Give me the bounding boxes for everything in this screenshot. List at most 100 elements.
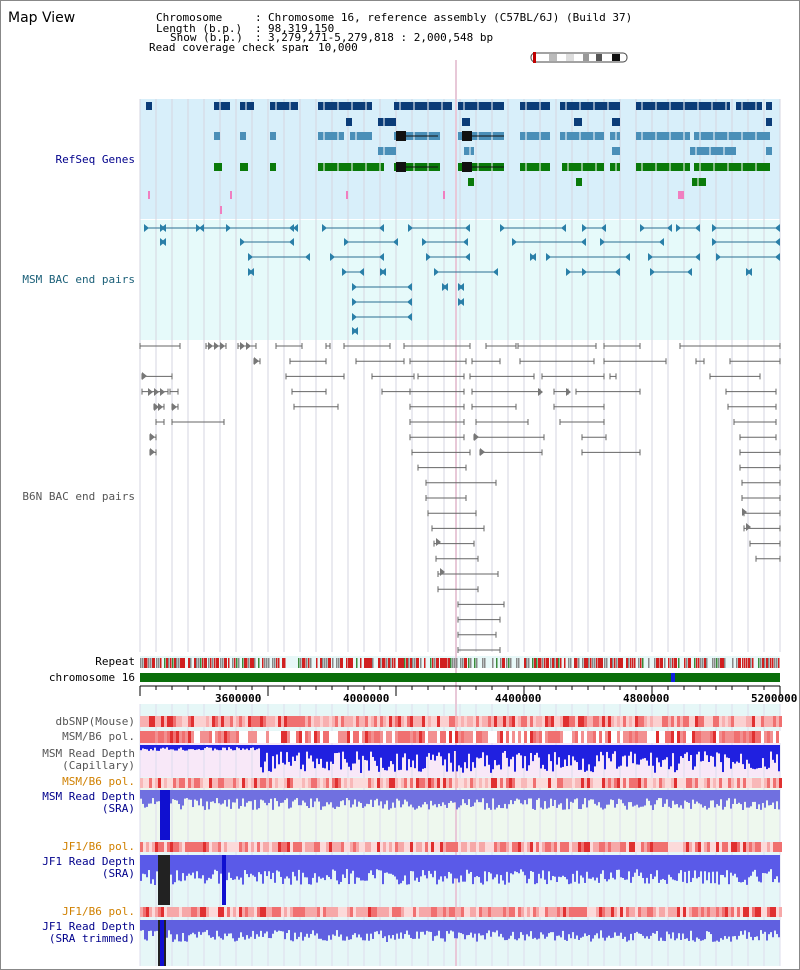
feature-arrow — [581, 238, 586, 246]
feature-arrow — [352, 298, 357, 306]
gene-feature — [350, 132, 372, 140]
info-length-value: 98,319,150 — [268, 22, 335, 35]
info-length-key: Length (b.p.) — [156, 22, 243, 35]
track-label-msm-read-depth-sra[interactable]: MSM Read Depth — [42, 790, 135, 803]
feature-arrow — [600, 238, 605, 246]
feature-arrow — [546, 253, 551, 261]
track-label-jf1-read-depth-trimmed[interactable]: JF1 Read Depth — [42, 920, 135, 933]
gene-feature — [636, 163, 690, 171]
feature-arrow — [640, 224, 645, 232]
chromosome-highlight — [671, 673, 675, 682]
feature-arrow — [440, 568, 445, 576]
gene-feature — [462, 162, 472, 172]
feature-arrow — [712, 238, 717, 246]
feature-arrow — [379, 253, 384, 261]
feature-arrow — [601, 224, 606, 232]
info-chromosome-key: Chromosome — [156, 11, 223, 24]
feature-arrow — [443, 283, 448, 291]
gene-feature — [636, 102, 730, 110]
feature-arrow — [465, 253, 470, 261]
msm-bac-end-pairs-track[interactable] — [144, 224, 780, 335]
gene-feature — [214, 163, 222, 171]
feature-arrow — [142, 372, 147, 380]
gene-feature — [270, 163, 276, 171]
track-label-b6n-bac[interactable]: B6N BAC end pairs — [22, 490, 135, 503]
feature-arrow — [214, 342, 219, 350]
feature-arrow — [667, 224, 672, 232]
gene-feature — [560, 102, 620, 110]
track-label-capillary-suffix: (Capillary) — [62, 759, 135, 772]
track-label-msm-b6-pol-2[interactable]: MSM/B6 pol. — [62, 775, 135, 788]
feature-arrow — [144, 224, 149, 232]
feature-arrow — [500, 224, 505, 232]
polymorphism-depth-tracks[interactable] — [140, 716, 782, 966]
refseq-genes-track[interactable] — [146, 102, 772, 214]
axis-tick-label: 5200000 — [751, 692, 798, 705]
feature-arrow — [322, 224, 327, 232]
feature-arrow — [712, 224, 717, 232]
track-label-dbsnp[interactable]: dbSNP(Mouse) — [55, 715, 135, 728]
track-label-jf1-b6-pol[interactable]: JF1/B6 pol. — [62, 840, 135, 853]
gene-feature — [270, 132, 276, 140]
gene-feature — [396, 162, 406, 172]
info-read-coverage-value: 10,000 — [318, 41, 358, 54]
gene-feature — [766, 118, 772, 126]
feature-arrow — [248, 253, 253, 261]
feature-arrow — [220, 342, 225, 350]
feature-arrow — [538, 388, 543, 396]
info-colon-2: : — [255, 22, 262, 35]
repeat-track[interactable] — [140, 658, 780, 668]
track-label-repeat[interactable]: Repeat — [95, 655, 135, 668]
feature-arrow — [148, 388, 153, 396]
feature-arrow — [407, 283, 412, 291]
feature-arrow — [474, 433, 479, 441]
feature-arrow — [154, 403, 159, 411]
track-label-jf1-read-depth-sra[interactable]: JF1 Read Depth — [42, 855, 135, 868]
feature-arrow — [582, 224, 587, 232]
info-colon-3: : — [255, 31, 262, 44]
info-chromosome-value: Chromosome 16, reference assembly (C57BL… — [268, 11, 633, 24]
feature-arrow — [196, 224, 201, 232]
feature-arrow — [150, 448, 155, 456]
window-title: Map View — [8, 10, 76, 26]
gene-feature — [694, 163, 770, 171]
gene-feature — [692, 178, 706, 186]
feature-arrow — [289, 238, 294, 246]
feature-arrow — [676, 224, 681, 232]
track-label-trimmed-suffix: (SRA trimmed) — [48, 932, 135, 945]
feature-arrow — [160, 388, 165, 396]
track-label-jf1-b6-pol-2[interactable]: JF1/B6 pol. — [62, 905, 135, 918]
track-label-msm-bac[interactable]: MSM BAC end pairs — [22, 273, 135, 286]
feature-arrow — [531, 253, 536, 261]
gene-feature — [574, 118, 582, 126]
info-show-key: Show (b.p.) — [170, 31, 243, 44]
info-show-value: 3,279,271-5,279,818 : 2,000,548 bp — [268, 31, 494, 44]
feature-arrow — [289, 224, 294, 232]
chromosome-ideogram[interactable] — [530, 52, 628, 63]
gene-feature — [610, 163, 620, 171]
feature-arrow — [716, 253, 721, 261]
gene-feature — [610, 132, 620, 140]
gene-feature — [443, 191, 445, 199]
feature-arrow — [407, 298, 412, 306]
feature-arrow — [381, 268, 386, 276]
gene-feature — [766, 102, 772, 110]
axis-tick-label: 3600000 — [215, 692, 262, 705]
b6n-bac-end-pairs-track[interactable] — [139, 342, 781, 653]
feature-arrow — [305, 253, 310, 261]
gene-feature — [240, 102, 254, 110]
gene-feature — [318, 163, 384, 171]
feature-arrow — [352, 283, 357, 291]
feature-arrow — [240, 238, 245, 246]
track-label-msm-read-depth-capillary[interactable]: MSM Read Depth — [42, 747, 135, 760]
track-label-msm-b6-pol[interactable]: MSM/B6 pol. — [62, 730, 135, 743]
feature-arrow — [293, 224, 298, 232]
track-label-refseq[interactable]: RefSeq Genes — [55, 153, 135, 166]
track-label-chromosome[interactable]: chromosome 16 — [48, 671, 135, 684]
chromosome-track[interactable] — [140, 673, 780, 682]
feature-arrow — [625, 253, 630, 261]
feature-arrow — [330, 253, 335, 261]
gene-feature — [766, 147, 772, 155]
feature-arrow — [659, 238, 664, 246]
